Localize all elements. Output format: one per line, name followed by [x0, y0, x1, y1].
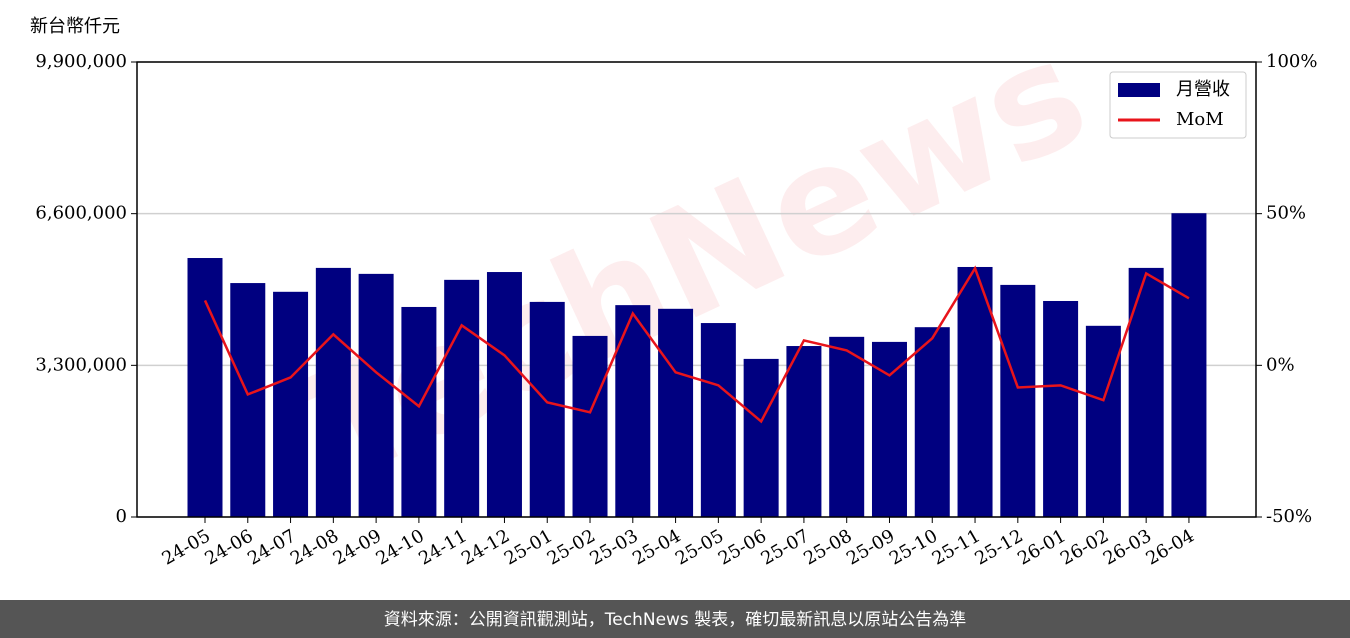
- bar: [230, 283, 266, 517]
- bar: [315, 267, 351, 517]
- bar: [829, 336, 865, 517]
- x-tick-label: 25-09: [843, 525, 898, 569]
- bar: [529, 301, 565, 517]
- y2-tick-label: 0%: [1266, 354, 1295, 375]
- x-tick-label: 24-08: [287, 525, 342, 569]
- x-tick-label: 25-02: [544, 525, 599, 569]
- bar: [444, 279, 480, 517]
- bar: [1000, 284, 1036, 517]
- bar: [1043, 300, 1079, 517]
- x-tick-label: 25-06: [715, 525, 770, 569]
- x-tick-label: 24-06: [201, 525, 256, 569]
- mom-line: [203, 265, 1190, 424]
- bar: [187, 258, 223, 517]
- y-tick-label: 9,900,000: [35, 51, 127, 72]
- legend-label: 月營收: [1176, 79, 1230, 100]
- x-tick-label: 24-05: [159, 525, 214, 569]
- bar: [1085, 325, 1121, 517]
- x-tick-label: 26-02: [1057, 525, 1112, 569]
- bar: [486, 272, 522, 517]
- x-tick-label: 24-07: [244, 525, 299, 569]
- y2-tick-label: -50%: [1266, 506, 1312, 527]
- bar: [871, 341, 907, 517]
- bar: [743, 358, 779, 517]
- x-tick-label: 26-04: [1143, 525, 1198, 569]
- bar: [273, 291, 309, 517]
- bar: [786, 346, 822, 517]
- x-tick-label: 25-05: [672, 525, 727, 569]
- y-tick-label: 3,300,000: [35, 354, 127, 375]
- x-tick-label: 25-11: [929, 525, 984, 569]
- bar: [658, 308, 694, 517]
- legend-label: MoM: [1176, 109, 1224, 130]
- legend-swatch: [1118, 83, 1160, 97]
- y2-tick-label: 100%: [1266, 51, 1317, 72]
- bar: [700, 323, 736, 517]
- bar: [358, 273, 394, 517]
- y-tick-label: 0: [116, 506, 127, 527]
- x-tick-label: 24-11: [415, 525, 470, 569]
- x-tick-label: 25-01: [501, 525, 556, 569]
- bar: [914, 327, 950, 517]
- bar: [1128, 267, 1164, 517]
- x-tick-label: 24-10: [372, 525, 427, 569]
- x-tick-label: 25-08: [800, 525, 855, 569]
- x-tick-label: 26-01: [1014, 525, 1069, 569]
- y-tick-label: 6,600,000: [35, 203, 127, 224]
- footer-bar: [0, 600, 1350, 638]
- source-note: 資料來源：公開資訊觀測站，TechNews 製表，確切最新訊息以原站公告為準: [384, 610, 966, 630]
- bar: [401, 306, 437, 517]
- bar: [615, 305, 651, 517]
- x-tick-label: 24-09: [330, 525, 385, 569]
- x-tick-label: 26-03: [1100, 525, 1155, 569]
- plot-frame: [136, 61, 1257, 518]
- bar: [957, 266, 993, 517]
- x-tick-label: 25-07: [757, 525, 812, 569]
- y-axis-label: 新台幣仟元: [30, 16, 120, 37]
- x-tick-label: 25-10: [886, 525, 941, 569]
- bar: [1171, 213, 1207, 517]
- y2-tick-label: 50%: [1266, 203, 1306, 224]
- x-tick-label: 25-03: [586, 525, 641, 569]
- bar: [572, 335, 608, 517]
- x-tick-label: 25-12: [971, 525, 1026, 569]
- x-tick-label: 25-04: [629, 525, 684, 569]
- x-tick-label: 24-12: [458, 525, 513, 569]
